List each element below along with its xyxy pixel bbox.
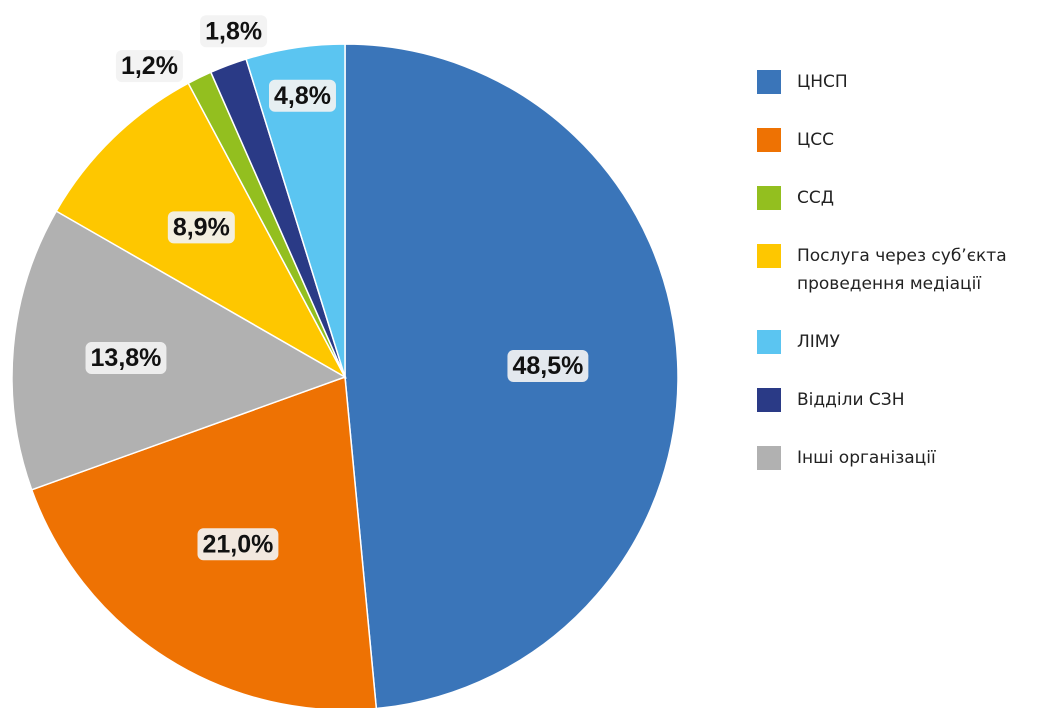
data-label: 8,9%	[167, 211, 235, 244]
data-label: 1,8%	[200, 15, 268, 48]
label-box	[115, 50, 183, 83]
label-box	[507, 350, 589, 383]
legend-label: Відділи СЗН	[797, 390, 905, 410]
legend-label: ЛІМУ	[797, 332, 840, 352]
data-label-text: 13,8%	[91, 344, 162, 372]
pie-slice	[11, 210, 347, 491]
data-label: 48,5%	[507, 350, 589, 383]
legend: ЦНСП ЦСС ССД Послуга через суб’єкта проведе…	[757, 68, 1047, 502]
data-label: 21,0%	[197, 528, 279, 561]
label-box	[167, 211, 235, 244]
data-label-text: 1,8%	[205, 17, 262, 45]
label-box	[268, 79, 336, 112]
legend-item: Відділи СЗН	[757, 386, 1047, 414]
legend-label: Інші організації	[797, 448, 936, 468]
legend-swatch	[757, 128, 781, 152]
data-label-text: 48,5%	[512, 352, 583, 380]
data-label-text: 4,8%	[274, 82, 331, 110]
label-box	[85, 342, 167, 375]
data-label-text: 1,2%	[121, 52, 178, 80]
legend-item: ЦНСП	[757, 68, 1047, 96]
label-box	[200, 15, 268, 48]
legend-swatch	[757, 70, 781, 94]
legend-label: ССД	[797, 188, 835, 208]
data-label: 4,8%	[268, 79, 336, 112]
legend-label: ЦСС	[797, 130, 834, 150]
legend-swatch	[757, 446, 781, 470]
data-label-text: 21,0%	[202, 530, 273, 558]
legend-swatch	[757, 244, 781, 268]
pie-slice	[245, 43, 346, 378]
legend-item: ССД	[757, 184, 1047, 212]
legend-label: ЦНСП	[797, 72, 848, 92]
legend-item: ЦСС	[757, 126, 1047, 154]
legend-swatch	[757, 330, 781, 354]
legend-item: Інші організації	[757, 444, 1047, 472]
data-label: 1,2%	[115, 50, 183, 83]
label-box	[197, 528, 279, 561]
legend-label: Послуга через суб’єкта проведення медіац…	[797, 246, 1007, 294]
legend-swatch	[757, 388, 781, 412]
legend-item: Послуга через суб’єкта проведення медіац…	[757, 242, 1047, 298]
legend-swatch	[757, 186, 781, 210]
data-label: 13,8%	[85, 342, 167, 375]
data-label-text: 8,9%	[173, 213, 230, 241]
legend-item: ЛІМУ	[757, 328, 1047, 356]
